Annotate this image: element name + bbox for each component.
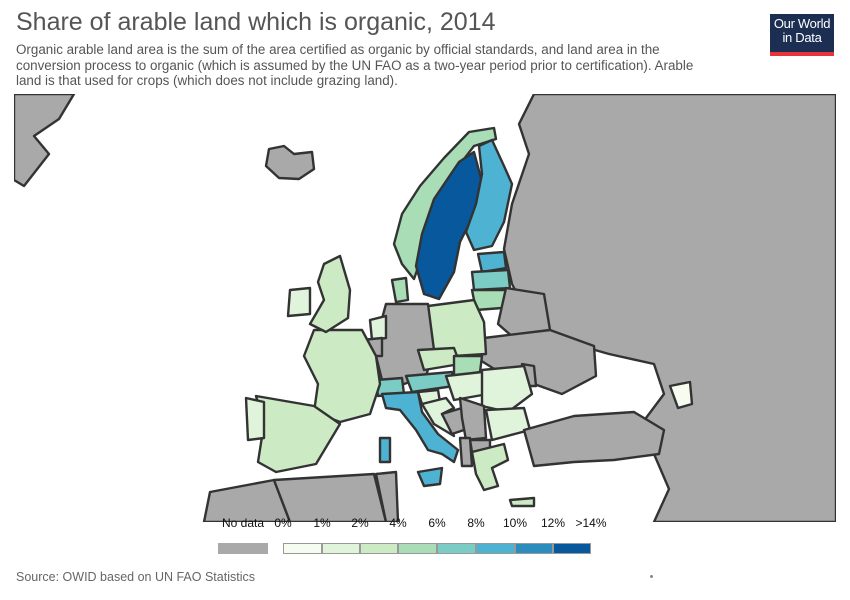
legend-label-0: 0% [274, 516, 292, 530]
country-italy[interactable] [380, 390, 460, 464]
region-sicily[interactable] [416, 466, 444, 488]
country-iceland[interactable] [264, 144, 316, 181]
country-netherlands[interactable] [368, 314, 388, 342]
legend-label-7: 12% [540, 516, 566, 530]
logo-line-2: in Data [782, 30, 822, 45]
country-turkey[interactable] [522, 410, 666, 468]
dot-mark [650, 575, 653, 578]
country-latvia[interactable] [470, 268, 512, 292]
country-serbia[interactable] [458, 396, 488, 442]
legend-bin-1[interactable] [322, 543, 360, 554]
country-united-kingdom[interactable] [308, 254, 352, 334]
country-ireland[interactable] [286, 286, 312, 318]
legend-label-2: 2% [351, 516, 369, 530]
country-algeria[interactable] [272, 472, 388, 522]
country-estonia[interactable] [476, 250, 508, 274]
legend-label-3: 4% [389, 516, 407, 530]
owid-logo[interactable]: Our World in Data [770, 14, 834, 56]
legend-bin-3[interactable] [398, 543, 437, 554]
country-albania[interactable] [458, 436, 474, 468]
legend-label-1: 1% [313, 516, 331, 530]
logo-line-1: Our World [773, 16, 831, 31]
country-morocco[interactable] [202, 478, 292, 522]
legend-label-4: 6% [428, 516, 446, 530]
country-poland[interactable] [424, 298, 488, 358]
chart-subtitle: Organic arable land area is the sum of t… [16, 42, 694, 88]
country-ukraine[interactable] [478, 328, 598, 396]
country-greenland[interactable] [14, 94, 76, 188]
legend-bin-0[interactable] [283, 543, 322, 554]
country-tunisia[interactable] [374, 470, 400, 522]
legend-bin-4[interactable] [437, 543, 476, 554]
country-bulgaria[interactable] [484, 406, 532, 442]
legend-label-6: 10% [502, 516, 528, 530]
legend-label-8: >14% [575, 516, 607, 530]
legend-bin-6[interactable] [515, 543, 553, 554]
legend-no-data-label: No data [221, 516, 265, 530]
legend-bin-5[interactable] [476, 543, 515, 554]
country-cyprus[interactable] [668, 380, 694, 410]
country-russia[interactable] [502, 94, 836, 522]
country-denmark[interactable] [390, 276, 410, 304]
country-romania[interactable] [480, 364, 534, 414]
legend-labels: No data 0% 1% 2% 4% 6% 8% 10% 12% >14% [0, 516, 850, 532]
region-crete[interactable] [508, 496, 536, 508]
legend-bin-7[interactable] [553, 543, 591, 554]
country-france[interactable] [302, 328, 382, 424]
region-sardinia[interactable] [378, 436, 392, 464]
country-finland[interactable] [464, 138, 514, 252]
country-portugal[interactable] [244, 396, 266, 442]
legend-no-data-swatch[interactable] [218, 543, 268, 554]
legend-bin-2[interactable] [360, 543, 398, 554]
chart-title: Share of arable land which is organic, 2… [16, 8, 496, 36]
europe-map [14, 94, 836, 522]
source-note: Source: OWID based on UN FAO Statistics [16, 570, 255, 584]
legend-label-5: 8% [467, 516, 485, 530]
country-greece[interactable] [470, 442, 510, 492]
